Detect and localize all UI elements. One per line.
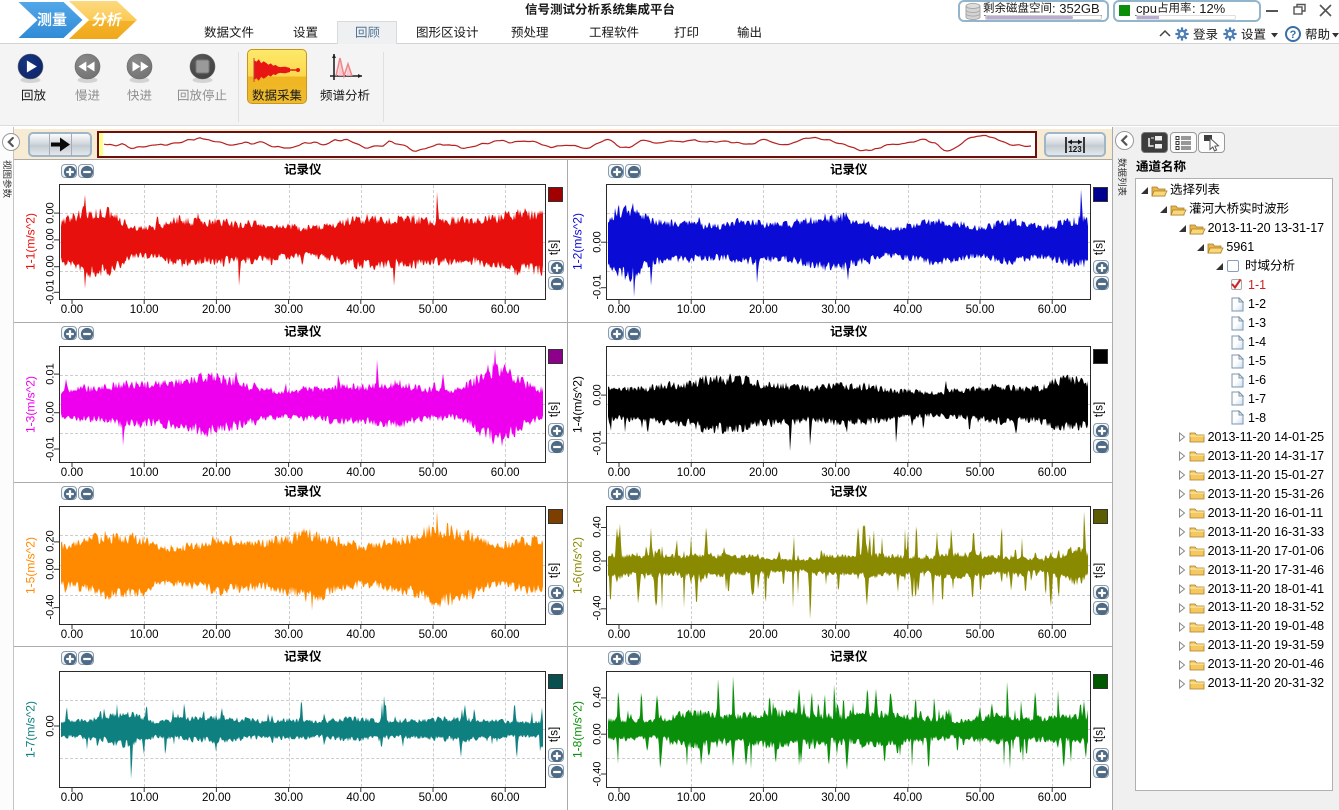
- svg-text:?: ?: [1290, 29, 1297, 41]
- svg-text:123: 123: [1068, 145, 1082, 154]
